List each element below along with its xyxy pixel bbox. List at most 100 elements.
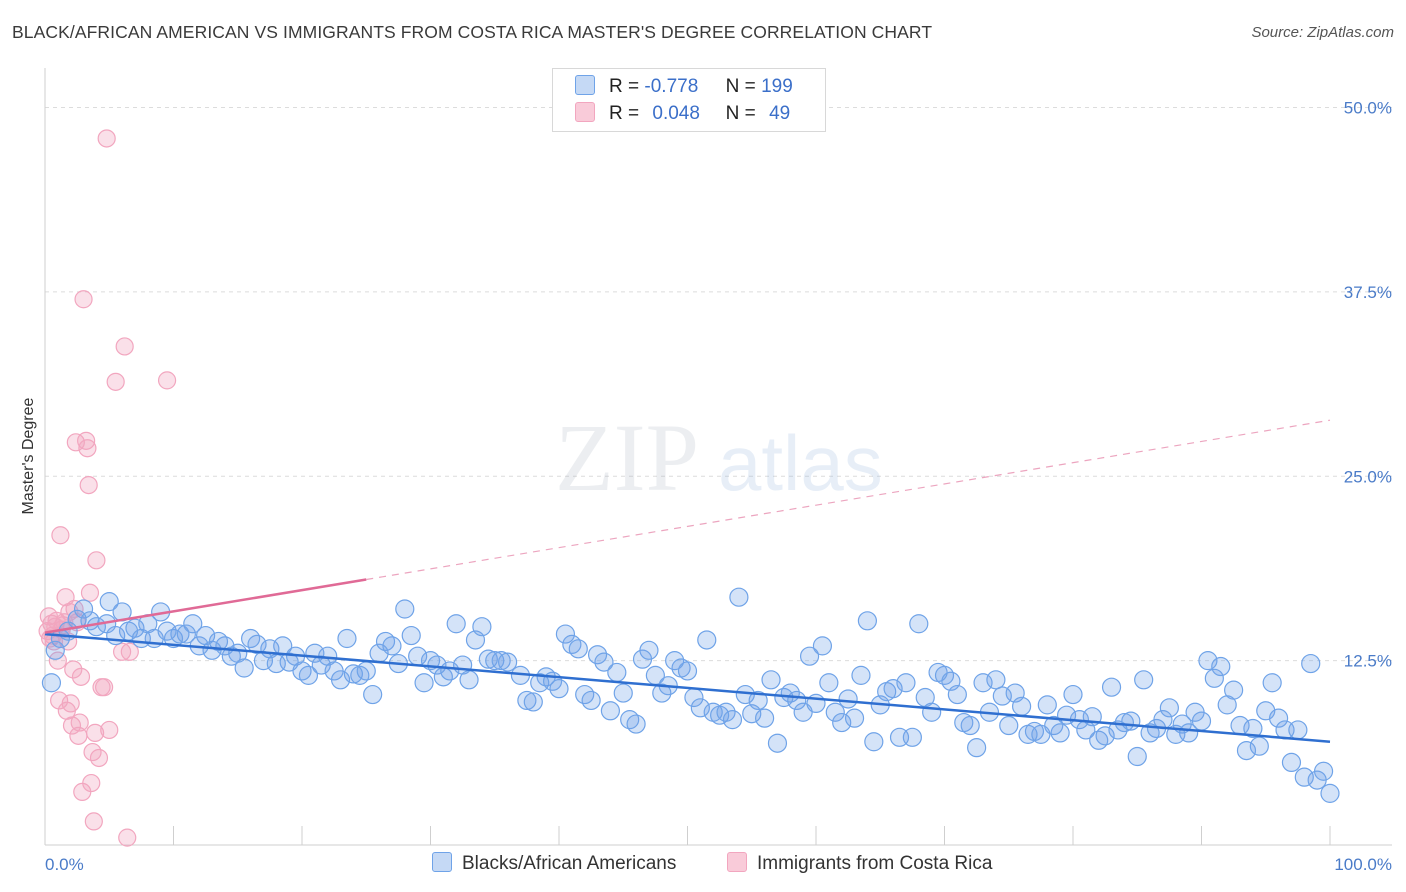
pink-point (64, 660, 83, 679)
pink-point (120, 642, 139, 661)
blue-point (1204, 668, 1224, 688)
blue-swatch (575, 75, 595, 95)
blue-point (517, 690, 537, 711)
trend-lines (44, 419, 1331, 743)
x-tick-label: 100.0% (1334, 855, 1392, 874)
source-label: Source: ZipAtlas.com (1251, 24, 1394, 41)
blue-point (967, 738, 987, 758)
pink-point (157, 371, 177, 390)
legend-n-value: 49 (769, 103, 791, 124)
blue-point (1127, 746, 1147, 767)
blue-point (459, 670, 479, 690)
blue-point (864, 732, 884, 752)
blue-point (722, 710, 743, 730)
blue-point (729, 587, 749, 607)
blue-point (1121, 711, 1141, 731)
blue-point (99, 592, 119, 612)
blue-point (607, 662, 627, 683)
legend-r-value: -0.778 (644, 76, 699, 97)
blue-point (600, 701, 621, 721)
axes (44, 68, 1392, 846)
blue-point (761, 670, 781, 690)
y-tick-label: 12.5% (1344, 652, 1392, 671)
blue-point (1236, 740, 1257, 761)
y-axis-title: Master's Degree (20, 397, 37, 514)
stats-legend: R = -0.778 N = 199 R = 0.048 N = 49 (552, 68, 826, 132)
blue-point (401, 625, 421, 646)
bottom-legend-blue: Blacks/African Americans (432, 852, 676, 875)
blue-point (909, 614, 929, 634)
blue-point (639, 640, 659, 660)
blue-point (1243, 718, 1263, 739)
blue-point (767, 733, 788, 753)
watermark-atlas: atlas (718, 419, 883, 507)
blue-point (665, 651, 685, 671)
blue-point (337, 628, 357, 649)
blue-point (414, 673, 434, 693)
blue-point (851, 665, 871, 685)
blue-point (1262, 673, 1282, 693)
blue-point (626, 714, 646, 734)
blue-points (41, 587, 1340, 803)
legend-n-value: 199 (761, 76, 793, 97)
blue-point (1050, 723, 1070, 743)
blue-point (844, 708, 865, 728)
blue-point (986, 670, 1006, 690)
blue-point (999, 715, 1019, 736)
blue-point (1037, 695, 1057, 715)
pink-point (87, 551, 106, 570)
blue-point (857, 611, 878, 631)
blue-point (395, 599, 415, 619)
blue-point (1134, 670, 1154, 690)
blue-point (382, 636, 402, 656)
blue-point (1249, 736, 1269, 756)
legend-r-label: R = (609, 103, 640, 124)
chart-title: BLACK/AFRICAN AMERICAN VS IMMIGRANTS FRO… (12, 22, 933, 42)
pink-point (78, 439, 97, 458)
blue-point (73, 599, 94, 619)
blue-point (491, 651, 511, 671)
blue-point (652, 683, 672, 703)
blue-point (555, 624, 576, 644)
blue-point (825, 702, 845, 722)
blue-point (896, 673, 916, 693)
pink-point (112, 642, 132, 661)
blue-point (363, 684, 383, 705)
blue-point (922, 702, 942, 722)
pink-point (118, 828, 137, 847)
pink-point (89, 748, 109, 768)
blue-swatch (432, 852, 452, 872)
blue-point (568, 639, 588, 659)
bottom-legend-pink: Immigrants from Costa Rica (727, 852, 992, 875)
blue-point (176, 624, 196, 644)
blue-point (960, 715, 980, 736)
legend-n-label: N = (725, 76, 756, 97)
blue-point (549, 679, 569, 699)
pink-point (70, 713, 89, 732)
tick-labels: 12.5% 25.0% 37.5% 50.0% 0.0% 100.0% (45, 99, 1392, 875)
blue-point (832, 712, 852, 733)
pink-trend-line-solid (44, 578, 367, 634)
pink-point (84, 812, 103, 831)
pink-swatch (575, 102, 595, 122)
blue-point (1288, 720, 1308, 740)
blue-point (677, 661, 698, 681)
blue-point (1320, 783, 1340, 803)
blue-point (170, 624, 190, 644)
blue-trend-line (44, 632, 1331, 743)
blue-point (498, 652, 518, 672)
blue-point (613, 683, 633, 703)
pink-point (77, 431, 96, 450)
pink-point (51, 526, 70, 545)
pink-point (71, 667, 91, 686)
y-tick-label: 25.0% (1344, 467, 1392, 486)
blue-point (472, 617, 492, 637)
blue-point (45, 640, 65, 660)
blue-point (902, 727, 922, 747)
pink-point (86, 723, 105, 743)
pink-point (97, 129, 116, 148)
legend-n-label: N = (725, 103, 756, 124)
blue-point (234, 658, 254, 678)
blue-point (812, 636, 833, 656)
